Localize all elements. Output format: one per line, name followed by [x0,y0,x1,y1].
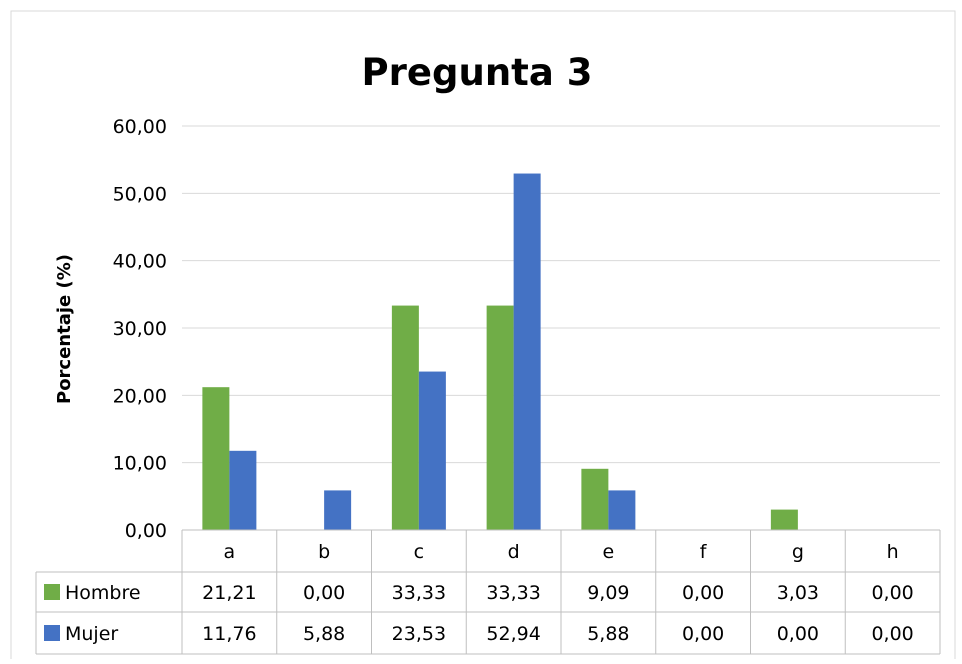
x-tick-label: f [700,541,708,563]
data-label: 11,76 [202,623,256,645]
data-label: 0,00 [303,582,345,604]
legend-label-hombre: Hombre [65,582,141,604]
bar-mujer-d [513,173,541,530]
y-tick-label: 10,00 [113,453,167,475]
data-label: 3,03 [777,582,819,604]
y-tick-labels: 0,00 10,00 20,00 30,00 40,00 50,00 60,00 [113,116,167,542]
x-tick-label: h [887,541,899,563]
data-label: 5,88 [303,623,345,645]
bar-mujer-e [608,490,636,530]
y-tick-label: 60,00 [113,116,167,138]
data-label: 0,00 [682,623,724,645]
chart-border [10,10,956,662]
y-tick-label: 20,00 [113,385,167,407]
bars [202,173,798,530]
data-label: 21,21 [202,582,256,604]
data-label: 52,94 [486,623,540,645]
data-label: 0,00 [777,623,819,645]
legend-label-mujer: Mujer [65,623,118,645]
bar-hombre-c [391,305,419,530]
legend-key-mujer [44,625,60,641]
x-tick-label: c [414,541,424,563]
data-table: a b c d e f g h Hombre 21,21 0,00 33,33 33,33 9,09 0,0… [35,529,941,655]
data-label: 0,00 [871,582,913,604]
x-tick-label: d [508,541,520,563]
bar-hombre-d [486,305,514,530]
bar-hombre-e [581,468,609,530]
data-label: 5,88 [587,623,629,645]
chart-title: Pregunta 3 [362,51,593,94]
data-label: 9,09 [587,582,629,604]
y-tick-label: 0,00 [125,520,167,542]
data-label: 33,33 [392,582,446,604]
bar-mujer-c [418,371,446,530]
gridlines [182,125,940,464]
y-axis-label: Porcentaje (%) [54,254,75,404]
bar-mujer-b [324,490,352,530]
data-label: 23,53 [392,623,446,645]
y-tick-label: 50,00 [113,183,167,205]
y-tick-label: 30,00 [113,318,167,340]
bar-hombre-g [770,509,798,530]
bar-mujer-a [229,450,257,530]
x-tick-label: e [603,541,615,563]
x-tick-label: b [318,541,330,563]
data-label: 0,00 [682,582,724,604]
data-label: 0,00 [871,623,913,645]
data-label: 33,33 [486,582,540,604]
x-tick-label: a [224,541,236,563]
y-tick-label: 40,00 [113,251,167,273]
bar-hombre-a [202,387,230,530]
legend-key-hombre [44,584,60,600]
x-tick-label: g [792,541,804,563]
